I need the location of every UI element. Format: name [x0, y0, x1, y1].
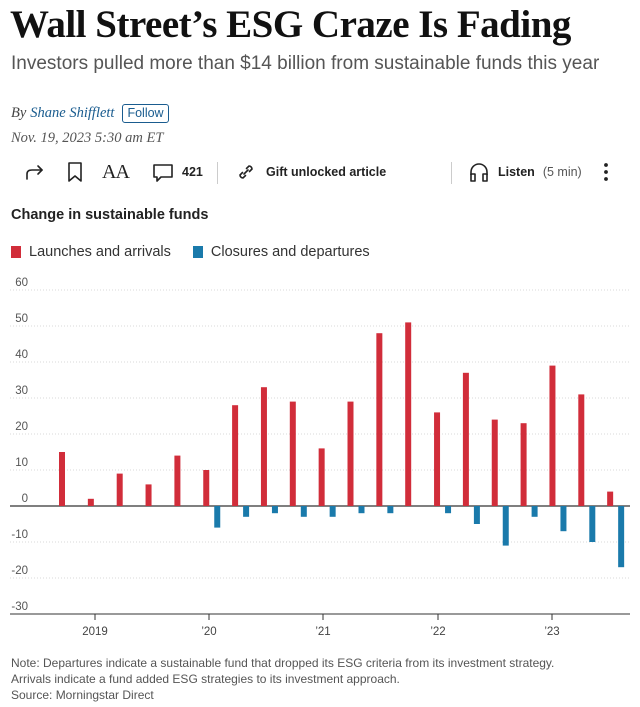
y-tick-label: 40 [15, 349, 28, 361]
bar-launches [203, 470, 210, 506]
legend-label-closures: Closures and departures [210, 244, 370, 260]
bar-launches [232, 405, 239, 506]
bookmark-icon [68, 162, 82, 182]
comments-button[interactable]: 421 [151, 156, 203, 188]
more-vertical-icon [604, 163, 608, 181]
footnote-source: Source: Morningstar Direct [11, 688, 154, 702]
y-tick-label: 50 [15, 313, 28, 325]
bar-launches [347, 401, 354, 506]
byline-prefix: By [11, 105, 27, 121]
bar-closures [271, 506, 278, 514]
bar-launches [318, 448, 325, 506]
y-tick-label: 30 [15, 385, 28, 397]
bar-launches [434, 412, 441, 506]
bookmark-button[interactable] [65, 156, 85, 188]
footnote-note-line-1: Note: Departures indicate a sustainable … [11, 656, 555, 670]
bar-launches [607, 491, 614, 506]
x-tick-label: 2019 [82, 626, 108, 638]
article-headline: Wall Street’s ESG Craze Is Fading [10, 3, 571, 46]
bar-closures [300, 506, 307, 517]
chart-footnote: Note: Departures indicate a sustainable … [11, 655, 631, 703]
article-dek: Investors pulled more than $14 billion f… [11, 53, 600, 74]
y-tick-label: 60 [15, 277, 28, 289]
chart-legend: Launches and arrivals Closures and depar… [11, 243, 392, 261]
bar-launches [520, 423, 527, 506]
legend-item-launches: Launches and arrivals [11, 244, 171, 260]
text-size-icon: AA [102, 160, 130, 183]
bar-launches [116, 473, 123, 506]
listen-duration: (5 min) [542, 165, 582, 179]
gift-article-label: Gift unlocked article [266, 165, 387, 179]
bar-closures [531, 506, 538, 517]
bar-closures [214, 506, 221, 528]
bar-launches [462, 372, 469, 506]
headphones-icon [470, 163, 488, 182]
bar-closures [358, 506, 365, 514]
legend-swatch-launches [11, 246, 21, 258]
article-toolbar: AA 421 Gift unlocked article Listen (5 m… [0, 156, 640, 188]
share-button[interactable] [23, 156, 47, 188]
gift-article-button[interactable]: Gift unlocked article [234, 156, 386, 188]
bar-launches [289, 401, 296, 506]
toolbar-divider [217, 162, 218, 184]
bar-chart: 60 50 40 30 20 10 0 -10 -20 -30 2019 ’20 ’21 ’22 ’23 [10, 277, 630, 638]
bar-launches [376, 333, 383, 506]
y-tick-label: -30 [11, 601, 28, 613]
y-tick-label: 20 [15, 421, 28, 433]
dateline: Nov. 19, 2023 5:30 am ET [11, 130, 164, 146]
listen-button[interactable]: Listen (5 min) [468, 156, 582, 188]
footnote-note-line-2: Arrivals indicate a fund added ESG strat… [11, 672, 400, 686]
more-options-button[interactable] [598, 156, 614, 188]
y-tick-label: -10 [11, 529, 28, 541]
y-tick-label: 10 [15, 457, 28, 469]
bar-closures [387, 506, 394, 514]
y-tick-label: -20 [11, 565, 28, 577]
bar-closures [445, 506, 452, 514]
follow-button[interactable]: Follow [122, 104, 169, 123]
x-tick-label: ’20 [201, 626, 216, 638]
bar-closures [473, 506, 480, 524]
byline: By Shane Shifflett Follow [11, 104, 169, 123]
comment-count: 421 [182, 165, 203, 179]
bar-launches [578, 394, 585, 506]
bar-closures [618, 506, 625, 568]
x-tick-label: ’23 [544, 626, 559, 638]
bar-closures [502, 506, 509, 546]
chart-title: Change in sustainable funds [11, 207, 209, 223]
bar-closures [243, 506, 250, 517]
x-tick-label: ’22 [430, 626, 445, 638]
x-tick-label: ’21 [315, 626, 330, 638]
bar-launches [145, 484, 152, 506]
toolbar-divider [451, 162, 452, 184]
bar-launches [87, 498, 94, 506]
bar-closures [589, 506, 596, 542]
bar-launches [260, 387, 267, 506]
listen-label: Listen [498, 165, 535, 179]
bar-launches [174, 455, 181, 506]
legend-label-launches: Launches and arrivals [29, 244, 171, 260]
bar-launches [491, 419, 498, 506]
bar-launches [405, 322, 412, 506]
bar-launches [59, 452, 65, 506]
legend-item-closures: Closures and departures [192, 244, 370, 260]
author-link[interactable]: Shane Shifflett [30, 105, 115, 121]
bar-closures [329, 506, 336, 517]
comment-icon [153, 164, 173, 182]
bar-launches [549, 365, 556, 506]
legend-swatch-closures [192, 246, 203, 258]
share-icon [26, 165, 43, 180]
link-icon [239, 165, 253, 179]
text-size-button[interactable]: AA [102, 156, 130, 188]
bar-closures [560, 506, 567, 532]
y-tick-label: 0 [22, 493, 28, 505]
